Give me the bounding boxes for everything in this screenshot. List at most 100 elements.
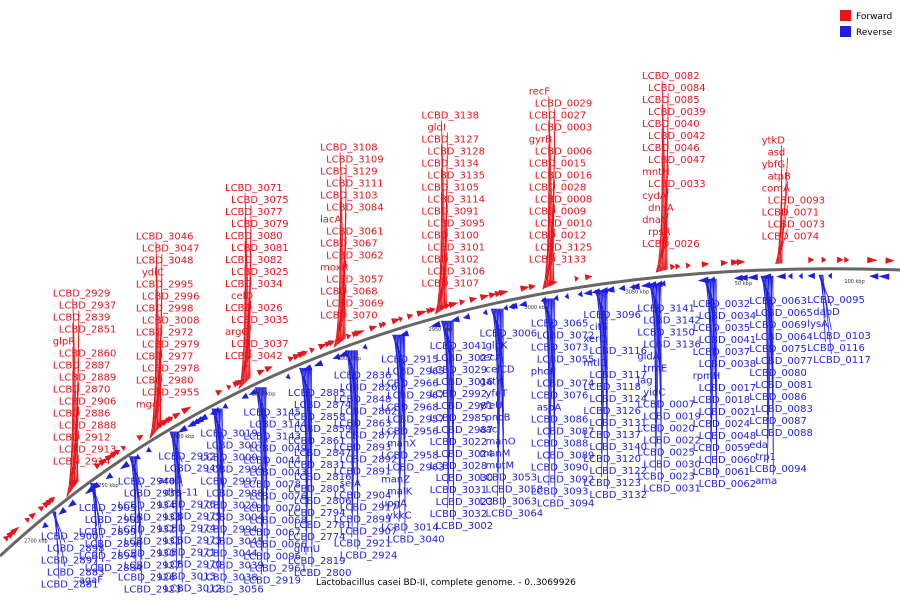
forward-gene-label: LCBD_3026	[225, 303, 283, 314]
forward-gene-label: LCBD_2972	[136, 328, 194, 339]
reverse-leader-line	[92, 482, 104, 539]
reverse-gene-label: LCBD_2968	[381, 403, 439, 414]
legend: Forward Reverse	[840, 10, 893, 38]
reverse-gene-label: LCBD_2957	[387, 415, 445, 426]
reverse-gene-label: LCBD_2847	[294, 448, 352, 459]
forward-leader-line	[72, 298, 79, 482]
reverse-gene-label: LCBD_3088	[531, 439, 589, 450]
reverse-gene-label: LCBD_2781	[294, 520, 352, 531]
reverse-gene-label: LCBD_2816	[294, 472, 352, 483]
reverse-gene-label: LCBD_3031	[430, 485, 488, 496]
forward-gene-arrow	[701, 261, 710, 268]
reverse-gene-label: LCBD_2930	[118, 548, 176, 559]
leader-lines	[52, 80, 832, 584]
forward-gene-arrow	[381, 321, 387, 328]
reverse-gene-label: LCBD_3056	[206, 585, 264, 596]
forward-gene-arrow	[416, 310, 428, 317]
reverse-gene-label: LCBD_2859	[294, 424, 352, 435]
reverse-gene-label: LCBD_2985	[430, 413, 488, 424]
forward-gene-arrow	[301, 350, 308, 357]
reverse-gene-label: LCBD_2892	[340, 454, 398, 465]
forward-gene-arrow	[98, 457, 109, 467]
reverse-gene-label: LCBD_2952	[158, 452, 216, 463]
reverse-leader-line	[351, 350, 354, 490]
forward-gene-arrow	[448, 301, 459, 309]
reverse-gene-arrow	[105, 472, 114, 480]
reverse-gene-label: LCBD_3143	[243, 431, 301, 442]
reverse-gene-label: aac	[480, 425, 498, 436]
reverse-gene-label: LCBD_2931	[124, 536, 182, 547]
forward-leader-line	[339, 152, 346, 339]
reverse-gene-label: phoP	[531, 367, 556, 378]
reverse-leader-line	[819, 274, 832, 306]
reverse-gene-label: LCBD_3013	[158, 572, 216, 583]
reverse-gene-label: LCBD_0048	[699, 431, 757, 442]
forward-gene-label: LCBD_3107	[421, 278, 479, 289]
reverse-gene-label: LCBD_3118	[583, 382, 641, 393]
forward-gene-label: LCBD_0029	[535, 99, 593, 110]
reverse-gene-label: LCBD_3150	[637, 328, 695, 339]
reverse-gene-label: LCBD_2891	[334, 466, 392, 477]
forward-gene-label: LCBD_3082	[225, 255, 283, 266]
forward-gene-arrow	[226, 384, 232, 391]
forward-gene-label: LCBD_3106	[427, 266, 485, 277]
reverse-gene-label: glpK	[486, 341, 508, 352]
forward-gene-label: LCBD_0012	[529, 231, 587, 242]
reverse-gene-label: LCBD_2915	[381, 355, 439, 366]
forward-gene-arrow	[528, 283, 537, 291]
reverse-gene-label: LCBD_2958	[381, 451, 439, 462]
reverse-gene-label: LCBD_2992	[430, 389, 488, 400]
reverse-gene-label: LCBD_3090	[531, 463, 589, 474]
reverse-gene-arrow	[518, 300, 528, 307]
reverse-gene-label: LCBD_0067	[243, 527, 301, 538]
reverse-gene-label: citS	[589, 322, 608, 333]
forward-gene-label: LCBD_0033	[648, 179, 706, 190]
reverse-gene-label: dapD	[813, 307, 840, 318]
reverse-leader-line	[766, 275, 771, 439]
forward-gene-arrow	[256, 369, 265, 376]
reverse-gene-label: gidA	[637, 352, 659, 363]
forward-gene-label: LCBD_3135	[427, 170, 485, 181]
forward-gene-label: LCBD_2906	[59, 397, 117, 408]
forward-gene-label: LCBD_2870	[53, 385, 111, 396]
forward-gene-label: LCBD_3101	[427, 242, 485, 253]
reverse-leader-line	[54, 511, 66, 567]
forward-leader-line	[548, 96, 555, 285]
forward-leader-line	[72, 322, 77, 484]
reverse-gene-arrow	[733, 274, 743, 282]
forward-gene-arrow	[821, 256, 827, 263]
reverse-gene-arrow	[213, 406, 221, 413]
reverse-gene-label: upgA	[381, 499, 407, 510]
reverse-gene-label: LCBD_2863	[334, 418, 392, 429]
forward-gene-label: LCBD_2980	[136, 376, 194, 387]
reverse-gene-label: LCBD_2966	[381, 379, 439, 390]
reverse-gene-label: LCBD_2800	[294, 568, 352, 579]
reverse-gene-arrow	[337, 350, 349, 357]
forward-gene-label: LCBD_2955	[142, 388, 200, 399]
forward-leader-line	[155, 241, 162, 426]
forward-gene-label: LCBD_3035	[231, 315, 289, 326]
forward-gene-label: LCBD_0003	[535, 123, 593, 134]
reverse-gene-label: LCBD_3073	[531, 343, 589, 354]
reverse-gene-label: malK	[387, 487, 413, 498]
forward-leader-line	[441, 120, 447, 308]
forward-gene-label: LCBD_2937	[59, 301, 117, 312]
forward-gene-arrow	[172, 412, 181, 420]
forward-gene-label: LCBD_0016	[535, 171, 593, 182]
reverse-gene-label: LCBD_2883	[47, 568, 105, 579]
reverse-gene-arrow	[429, 320, 441, 328]
reverse-leader-line	[710, 278, 713, 418]
reverse-gene-arrow	[313, 360, 324, 367]
forward-leader-line	[548, 120, 553, 286]
reverse-leader-line	[94, 482, 98, 575]
reverse-gene-label: LCBD_0030	[643, 460, 701, 471]
forward-gene-arrow	[287, 356, 294, 363]
reverse-gene-label: LCBD_3092	[537, 475, 595, 486]
reverse-leader-line	[601, 290, 607, 478]
scale-label: 2950 kbp	[429, 327, 453, 333]
reverse-leader-line	[305, 367, 310, 531]
forward-gene-label: LCBD_3108	[320, 143, 378, 154]
forward-gene-label: LCBD_3129	[320, 167, 378, 178]
reverse-gene-label: LCBD_0059	[693, 443, 751, 454]
reverse-leader-line	[261, 387, 265, 551]
